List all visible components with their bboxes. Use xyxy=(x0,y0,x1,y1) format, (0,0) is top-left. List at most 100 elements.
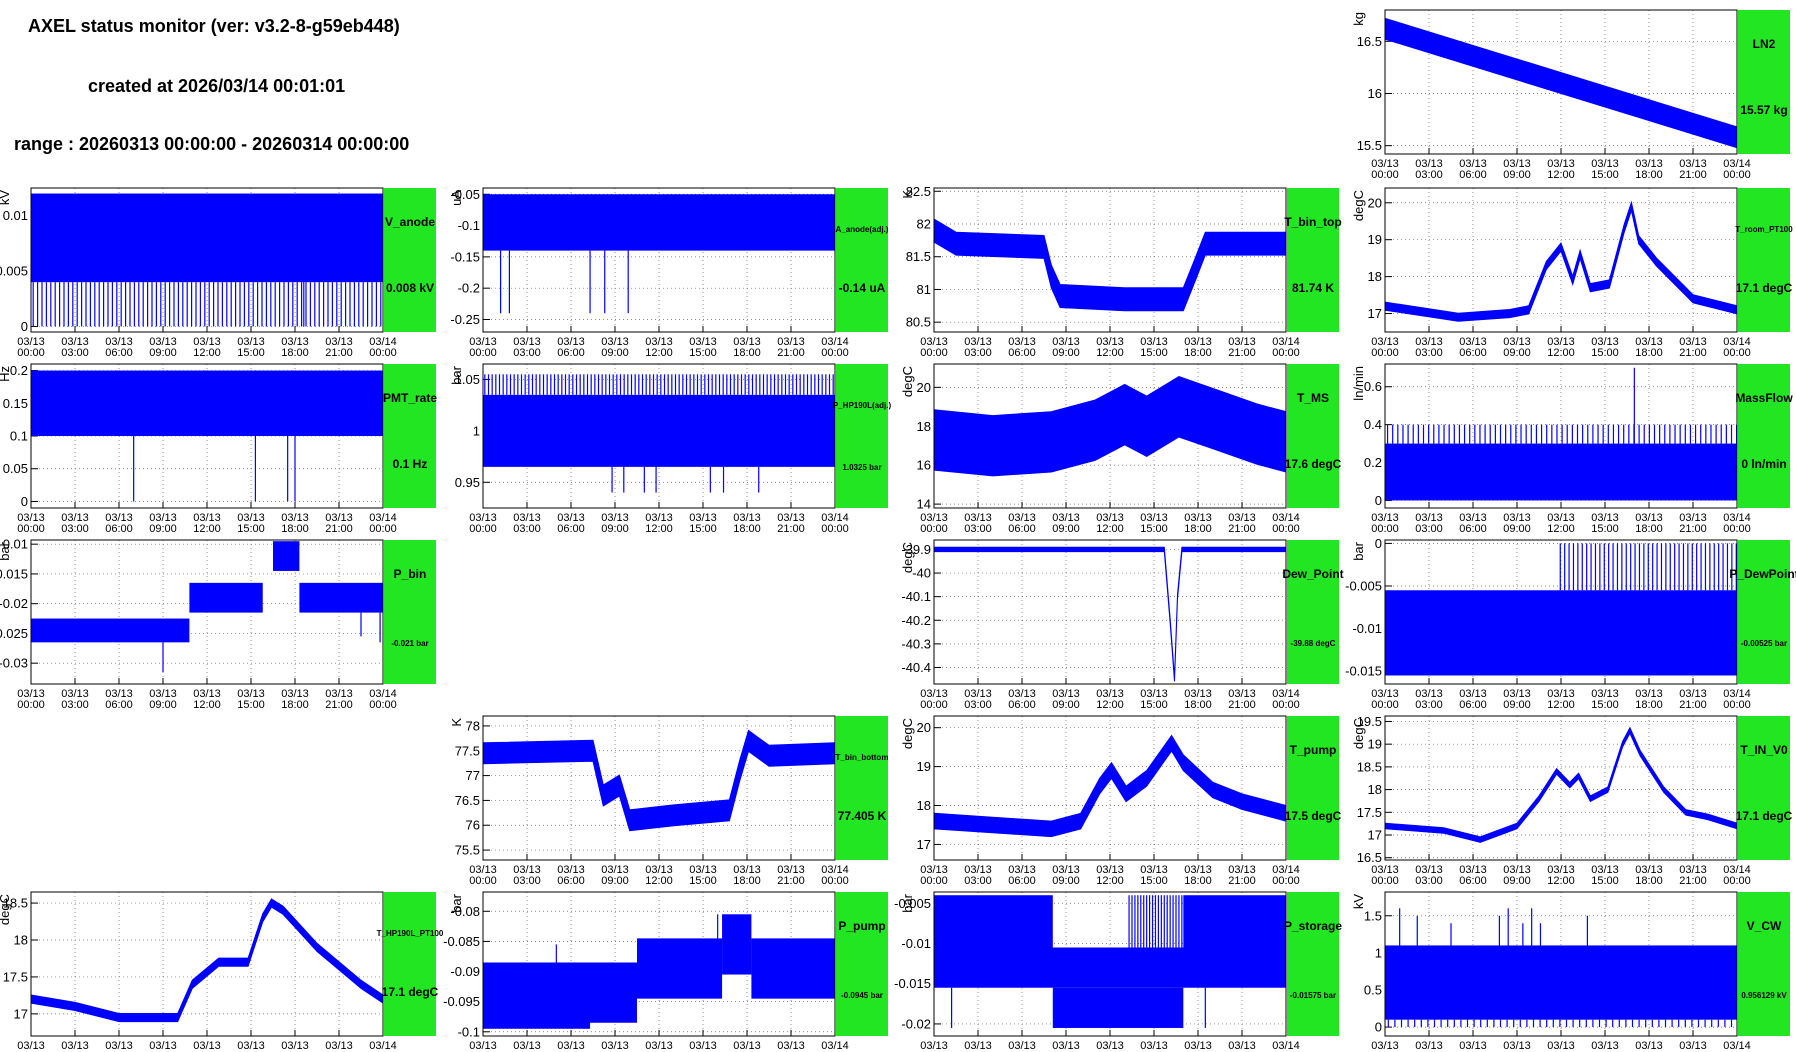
x-tick-label: 12:00 xyxy=(1547,875,1575,887)
channel-name: T_IN_V0 xyxy=(1740,743,1788,757)
x-tick-label: 03/13 xyxy=(1052,336,1080,348)
y-tick-label: -40.1 xyxy=(901,589,931,604)
x-tick-label: 06:00 xyxy=(1459,875,1487,887)
x-tick-label: 03/13 xyxy=(17,512,45,524)
y-tick-label: 0.2 xyxy=(10,363,28,378)
x-tick-label: 00:00 xyxy=(17,699,45,711)
x-tick-label: 03/13 xyxy=(1503,336,1531,348)
channel-label-box xyxy=(1738,892,1790,1036)
x-tick-label: 12:00 xyxy=(1096,523,1124,535)
x-tick-label: 03/13 xyxy=(237,1040,265,1052)
y-tick-label: 0.005 xyxy=(0,264,28,279)
x-tick-label: 03/13 xyxy=(557,512,585,524)
x-tick-label: 15:00 xyxy=(237,523,265,535)
data-block xyxy=(299,582,383,613)
channel-name: V_CW xyxy=(1747,919,1782,933)
series-T_MS xyxy=(934,376,1286,477)
chart-panel-massflow: 00.20.40.603/1300:0003/1303:0003/1306:00… xyxy=(1351,363,1793,535)
y-tick-label: 76 xyxy=(466,818,480,833)
x-tick-label: 03/13 xyxy=(281,1040,309,1052)
x-tick-label: 03/13 xyxy=(1547,688,1575,700)
x-tick-label: 03/13 xyxy=(237,688,265,700)
x-tick-label: 15:00 xyxy=(1140,875,1168,887)
x-tick-label: 03/13 xyxy=(1184,336,1212,348)
x-tick-label: 03/13 xyxy=(61,1040,89,1052)
x-tick-label: 03/13 xyxy=(1008,512,1036,524)
x-tick-label: 03/14 xyxy=(1723,158,1751,170)
data-band xyxy=(934,376,1286,477)
x-tick-label: 12:00 xyxy=(1547,347,1575,359)
y-tick-label: 20 xyxy=(917,380,931,395)
x-tick-label: 03:00 xyxy=(1415,699,1443,711)
y-tick-label: 80.5 xyxy=(906,315,931,330)
x-tick-label: 00:00 xyxy=(1371,169,1399,181)
x-tick-label: 12:00 xyxy=(193,523,221,535)
x-tick-label: 03/13 xyxy=(689,336,717,348)
channel-current-value: -0.14 uA xyxy=(839,281,886,295)
x-tick-label: 03/14 xyxy=(1723,336,1751,348)
y-tick-label: -40.3 xyxy=(901,636,931,651)
x-tick-label: 03/13 xyxy=(1591,864,1619,876)
channel-name: A_anode(adj.) xyxy=(836,225,889,234)
y-tick-label: -0.08 xyxy=(450,904,480,919)
x-tick-label: 03/13 xyxy=(1635,512,1663,524)
x-tick-label: 09:00 xyxy=(1052,875,1080,887)
x-tick-label: 06:00 xyxy=(1459,523,1487,535)
channel-name: P_DewPoint xyxy=(1729,567,1796,581)
y-axis-unit: kV xyxy=(1351,894,1366,910)
x-tick-label: 03/13 xyxy=(1371,512,1399,524)
x-tick-label: 03/13 xyxy=(557,864,585,876)
y-tick-label: -0.015 xyxy=(894,976,931,991)
x-tick-label: 03/13 xyxy=(920,864,948,876)
x-tick-label: 03/13 xyxy=(1371,688,1399,700)
x-tick-label: 00:00 xyxy=(920,875,948,887)
channel-current-value: 81.74 K xyxy=(1292,281,1334,295)
data-band xyxy=(31,898,383,1023)
x-tick-label: 03/13 xyxy=(1635,336,1663,348)
x-tick-label: 03/13 xyxy=(281,336,309,348)
channel-name: PMT_rate xyxy=(383,391,437,405)
x-tick-label: 03/13 xyxy=(777,336,805,348)
channel-name: P_bin xyxy=(394,567,427,581)
y-tick-label: 18 xyxy=(1368,269,1382,284)
channel-current-value: 0.1 Hz xyxy=(393,457,428,471)
data-band xyxy=(934,546,1286,682)
x-tick-label: 09:00 xyxy=(601,523,629,535)
x-tick-label: 03/13 xyxy=(1184,1040,1212,1052)
y-tick-label: 15.5 xyxy=(1357,138,1382,153)
data-block xyxy=(483,1010,591,1029)
x-tick-label: 03/13 xyxy=(1228,512,1256,524)
x-tick-label: 00:00 xyxy=(369,699,397,711)
x-tick-label: 21:00 xyxy=(1228,347,1256,359)
y-tick-label: -0.1 xyxy=(458,1024,480,1039)
y-tick-label: 19 xyxy=(917,759,931,774)
y-tick-label: 16.5 xyxy=(1357,850,1382,865)
x-tick-label: 06:00 xyxy=(1008,347,1036,359)
y-tick-label: -40.2 xyxy=(901,613,931,628)
y-tick-label: 1 xyxy=(473,423,480,438)
y-tick-label: 0 xyxy=(21,319,28,334)
channel-name: T_pump xyxy=(1290,743,1337,757)
x-tick-label: 06:00 xyxy=(1459,699,1487,711)
x-tick-label: 03/13 xyxy=(689,512,717,524)
y-axis-unit: kg xyxy=(1351,12,1366,26)
x-tick-label: 06:00 xyxy=(1459,347,1487,359)
x-tick-label: 03/13 xyxy=(1415,688,1443,700)
y-tick-label: 0 xyxy=(1375,1020,1382,1035)
y-axis-unit: degC xyxy=(900,718,915,749)
channel-label-box xyxy=(1738,716,1790,860)
channel-name: Dew_Point xyxy=(1282,567,1343,581)
y-tick-label: 0.95 xyxy=(455,475,480,490)
chart-panel-t-bin-bottom: 75.57676.57777.57803/1300:0003/1303:0003… xyxy=(449,715,888,887)
x-tick-label: 03/14 xyxy=(821,336,849,348)
x-tick-label: 15:00 xyxy=(1591,347,1619,359)
y-axis-unit: bar xyxy=(0,541,12,560)
x-tick-label: 03/13 xyxy=(193,688,221,700)
x-tick-label: 03/13 xyxy=(105,1040,133,1052)
x-tick-label: 03/13 xyxy=(1679,512,1707,524)
chart-panel-v-cw: 00.511.503/1300:0003/1303:0003/1306:0003… xyxy=(1351,891,1790,1052)
data-block xyxy=(483,194,835,251)
x-tick-label: 03/13 xyxy=(777,864,805,876)
channel-name: MassFlow xyxy=(1735,391,1793,405)
x-tick-label: 03:00 xyxy=(1415,875,1443,887)
